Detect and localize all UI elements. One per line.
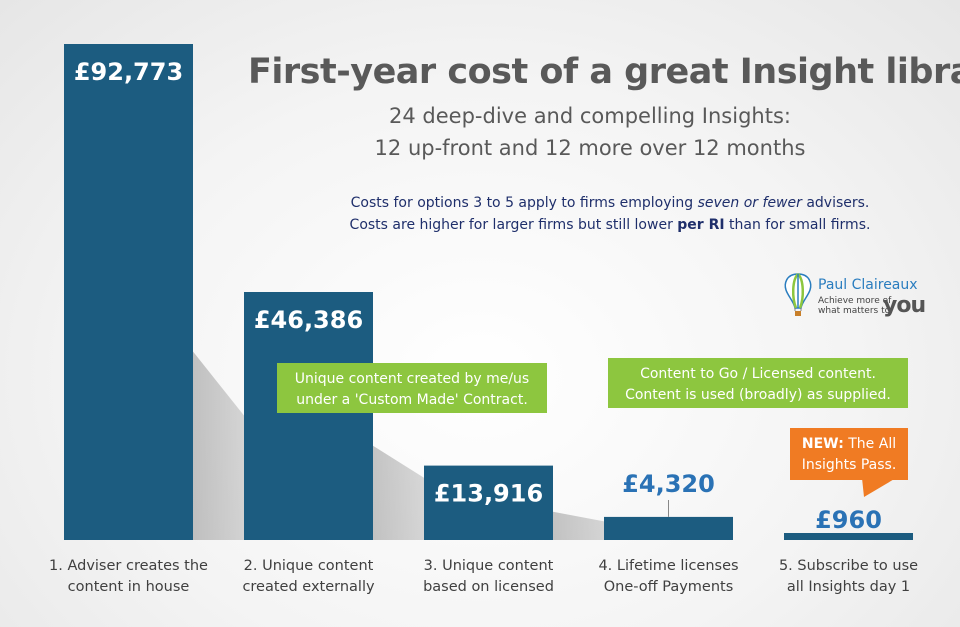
category-label-line: 5. Subscribe to use: [779, 558, 918, 574]
value-label-2: £46,386: [254, 306, 363, 334]
category-label-5: 5. Subscribe to use all Insights day 1: [779, 558, 918, 595]
category-label-line: based on licensed: [423, 579, 554, 595]
logo-name: Paul Claireaux: [818, 277, 918, 293]
bar-5: [784, 533, 913, 540]
bar-2: [244, 292, 373, 540]
category-label-line: 4. Lifetime licenses: [598, 558, 738, 574]
category-label-line: created externally: [242, 579, 375, 595]
category-label-line: 1. Adviser creates the: [49, 558, 208, 574]
category-label-line: 3. Unique content: [424, 558, 554, 574]
logo-tagline-1: Achieve more of: [818, 296, 892, 306]
chart-subtitle: 24 deep-dive and compelling Insights: 12…: [300, 100, 880, 164]
value-label-1: £92,773: [74, 58, 183, 86]
logo-you: you: [883, 293, 926, 318]
category-label-4: 4. Lifetime licenses One-off Payments: [598, 558, 738, 595]
cost-note: Costs for options 3 to 5 apply to firms …: [300, 192, 920, 236]
value-label-4: £4,320: [622, 470, 715, 498]
new-pass-callout: NEW: The All Insights Pass.: [790, 428, 908, 480]
category-label-1: 1. Adviser creates the content in house: [49, 558, 208, 595]
subtitle-line-2: 12 up-front and 12 more over 12 months: [374, 136, 806, 160]
category-label-line: One-off Payments: [604, 579, 734, 595]
subtitle-line-1: 24 deep-dive and compelling Insights:: [389, 104, 791, 128]
category-label-2: 2. Unique content created externally: [242, 558, 375, 595]
custom-content-callout: Unique content created by me/us under a …: [277, 363, 547, 413]
hot-air-balloon-icon: [784, 273, 812, 316]
logo-tagline-2: what matters to: [818, 306, 891, 316]
bar-1: [64, 44, 193, 540]
category-label-line: 2. Unique content: [244, 558, 374, 574]
value-label-5: £960: [815, 506, 882, 534]
category-label-3: 3. Unique content based on licensed: [423, 558, 554, 595]
licensed-content-callout: Content to Go / Licensed content. Conten…: [608, 358, 908, 408]
bar-3: [424, 465, 553, 540]
category-label-line: all Insights day 1: [787, 579, 910, 595]
bar-shadow: [373, 445, 523, 540]
bar-4: [604, 516, 733, 540]
company-logo: Paul Claireaux Achieve more of what matt…: [782, 272, 932, 322]
note-line-1: Costs for options 3 to 5 apply to firms …: [350, 195, 870, 211]
chart-title: First-year cost of a great Insight libra…: [248, 52, 960, 92]
value-label-3: £13,916: [434, 480, 543, 508]
note-line-2: Costs are higher for larger firms but st…: [349, 217, 871, 233]
category-label-line: content in house: [68, 579, 190, 595]
